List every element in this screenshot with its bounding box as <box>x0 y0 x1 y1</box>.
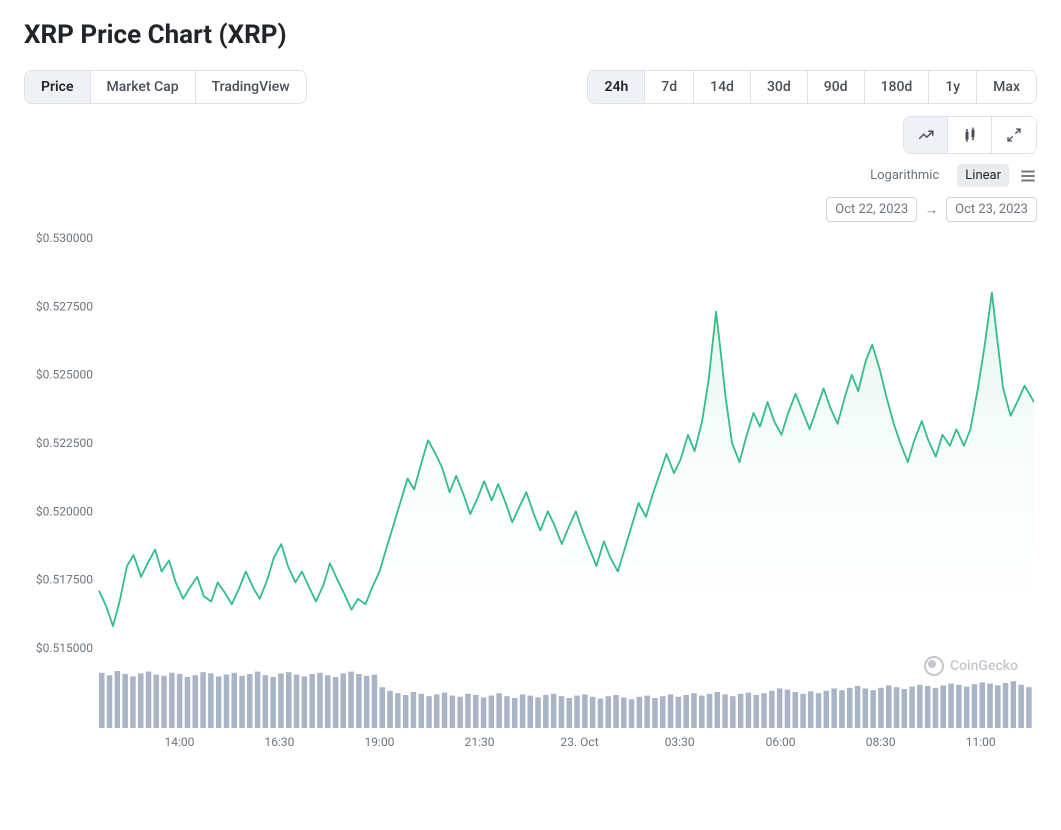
svg-text:$0.520000: $0.520000 <box>36 504 93 518</box>
svg-text:$0.522500: $0.522500 <box>36 436 93 450</box>
candlestick-icon[interactable] <box>948 117 992 153</box>
range-14d[interactable]: 14d <box>694 71 751 103</box>
svg-text:06:00: 06:00 <box>766 735 796 749</box>
svg-text:16:30: 16:30 <box>265 735 295 749</box>
svg-text:11:00: 11:00 <box>966 735 996 749</box>
svg-text:03:30: 03:30 <box>665 735 695 749</box>
scale-linear-button[interactable]: Linear <box>957 164 1009 187</box>
tab-market-cap[interactable]: Market Cap <box>91 71 196 103</box>
svg-text:23. Oct: 23. Oct <box>561 735 599 749</box>
svg-text:$0.527500: $0.527500 <box>36 299 93 313</box>
svg-text:14:00: 14:00 <box>164 735 194 749</box>
line-chart-icon[interactable] <box>904 117 948 153</box>
arrow-icon: → <box>925 202 938 218</box>
svg-text:$0.530000: $0.530000 <box>36 231 93 245</box>
menu-icon[interactable] <box>1019 167 1037 185</box>
svg-text:$0.517500: $0.517500 <box>36 573 93 587</box>
svg-text:$0.525000: $0.525000 <box>36 368 93 382</box>
range-180d[interactable]: 180d <box>865 71 930 103</box>
range-1y[interactable]: 1y <box>929 71 977 103</box>
svg-text:21:30: 21:30 <box>465 735 495 749</box>
tab-tradingview[interactable]: TradingView <box>196 71 306 103</box>
svg-text:08:30: 08:30 <box>866 735 896 749</box>
date-to-input[interactable]: Oct 23, 2023 <box>946 197 1037 222</box>
range-24h[interactable]: 24h <box>588 71 645 103</box>
tab-price[interactable]: Price <box>25 71 91 103</box>
watermark: CoinGecko <box>924 656 1018 676</box>
fullscreen-icon[interactable] <box>992 117 1036 153</box>
svg-text:$0.515000: $0.515000 <box>36 641 93 655</box>
range-90d[interactable]: 90d <box>808 71 865 103</box>
page-title: XRP Price Chart (XRP) <box>24 20 1037 50</box>
date-from-input[interactable]: Oct 22, 2023 <box>826 197 917 222</box>
scale-log-button[interactable]: Logarithmic <box>862 164 947 187</box>
chart-type-group <box>903 116 1037 154</box>
range-max[interactable]: Max <box>977 71 1036 103</box>
svg-text:19:00: 19:00 <box>365 735 395 749</box>
price-chart[interactable]: $0.515000 $0.517500 $0.520000 $0.522500 $0.5… <box>24 228 1034 768</box>
range-tabs: 24h7d14d30d90d180d1yMax <box>587 70 1037 104</box>
range-7d[interactable]: 7d <box>645 71 694 103</box>
range-30d[interactable]: 30d <box>751 71 808 103</box>
view-tabs: PriceMarket CapTradingView <box>24 70 307 104</box>
